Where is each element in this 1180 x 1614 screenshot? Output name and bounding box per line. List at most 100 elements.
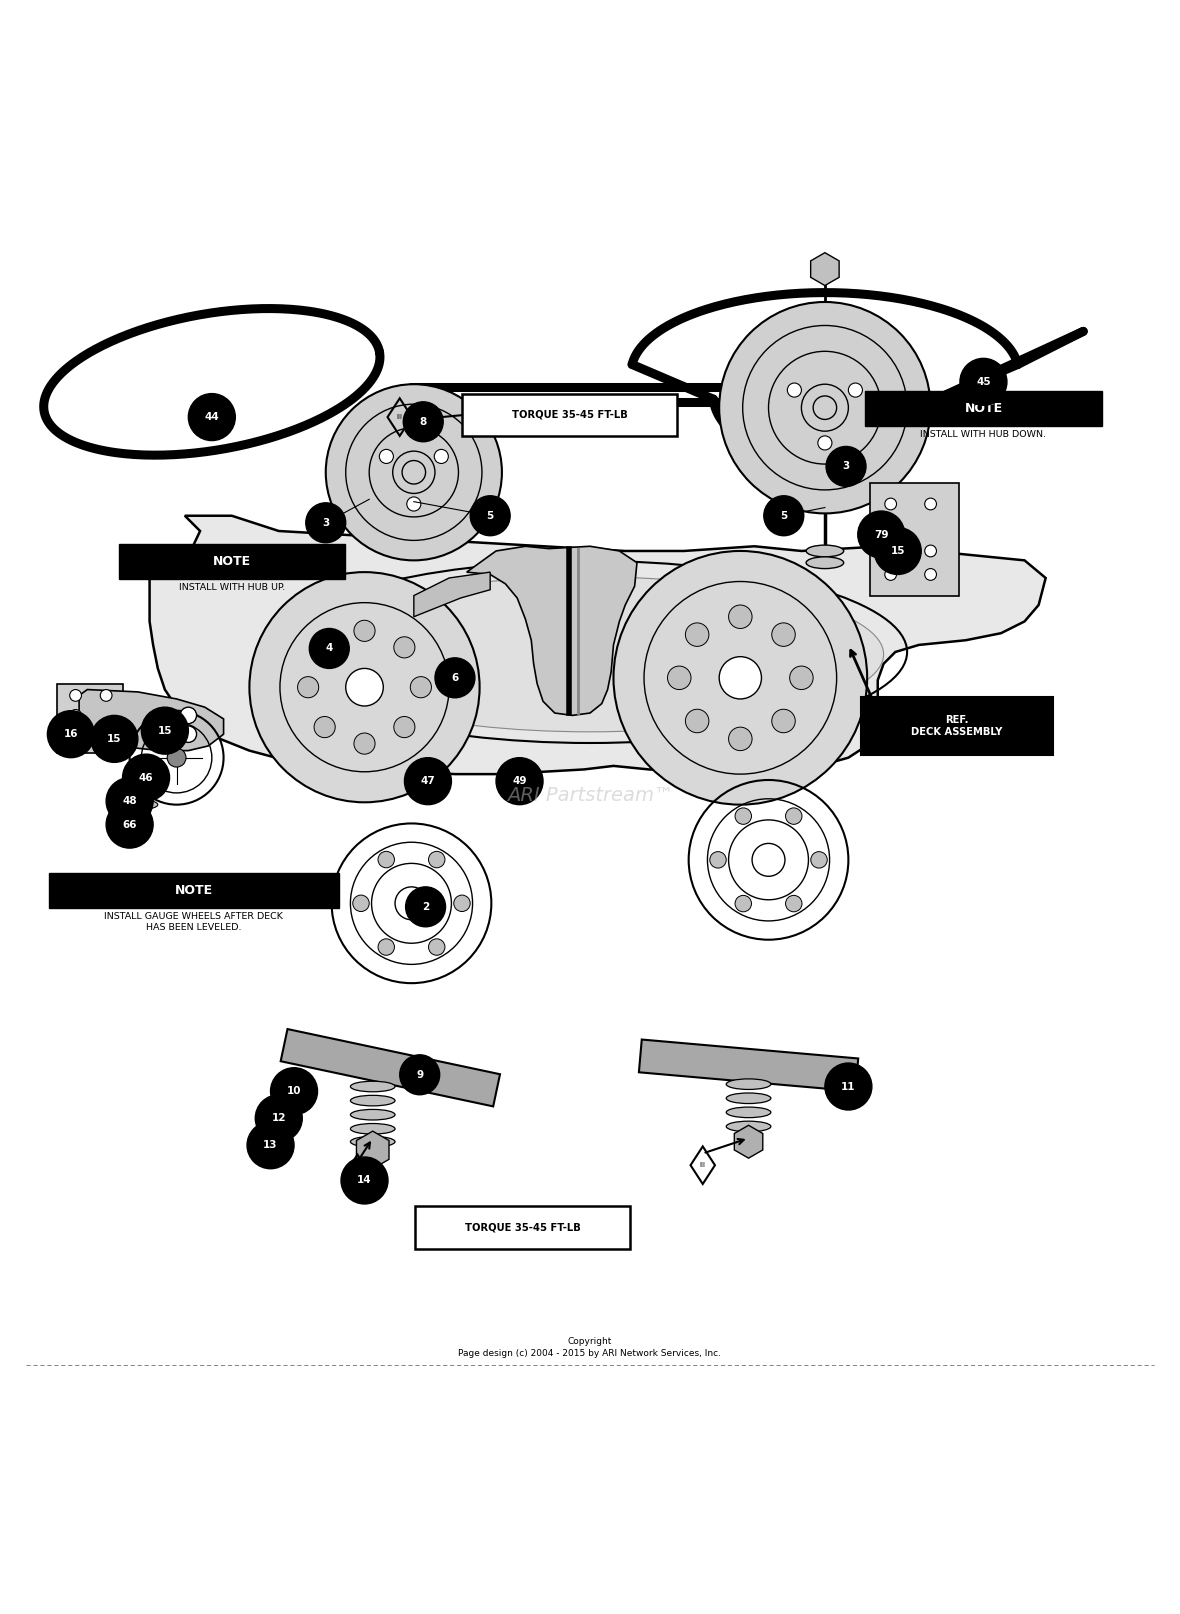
Circle shape — [811, 852, 827, 868]
Ellipse shape — [726, 1107, 771, 1117]
FancyBboxPatch shape — [861, 697, 1053, 755]
Circle shape — [786, 809, 802, 825]
Text: REF.
DECK ASSEMBLY: REF. DECK ASSEMBLY — [911, 715, 1003, 738]
Ellipse shape — [395, 610, 433, 621]
Text: 12: 12 — [271, 1114, 286, 1123]
Circle shape — [668, 667, 691, 689]
Ellipse shape — [125, 784, 158, 794]
Text: 11: 11 — [841, 1081, 855, 1091]
Text: 10: 10 — [287, 1086, 301, 1096]
Text: III: III — [700, 1162, 706, 1169]
Circle shape — [309, 628, 349, 668]
Text: 15: 15 — [107, 734, 122, 744]
Circle shape — [407, 497, 421, 512]
Text: 45: 45 — [976, 376, 991, 387]
Circle shape — [428, 939, 445, 955]
Text: Copyright
Page design (c) 2004 - 2015 by ARI Network Services, Inc.: Copyright Page design (c) 2004 - 2015 by… — [459, 1336, 721, 1357]
Polygon shape — [466, 546, 637, 715]
Circle shape — [719, 657, 761, 699]
Polygon shape — [150, 516, 1045, 775]
Circle shape — [818, 436, 832, 450]
Polygon shape — [281, 1030, 500, 1106]
Polygon shape — [414, 571, 490, 617]
Circle shape — [394, 717, 415, 738]
Circle shape — [181, 726, 197, 742]
Text: NOTE: NOTE — [175, 884, 212, 897]
Text: 4: 4 — [326, 644, 333, 654]
Circle shape — [326, 384, 502, 560]
Text: III: III — [396, 415, 402, 420]
Text: 15: 15 — [891, 546, 905, 555]
Circle shape — [885, 568, 897, 581]
Circle shape — [961, 358, 1007, 405]
Circle shape — [168, 749, 186, 767]
Circle shape — [404, 402, 444, 442]
Circle shape — [435, 659, 474, 697]
Circle shape — [735, 809, 752, 825]
Polygon shape — [79, 689, 223, 751]
Circle shape — [47, 710, 94, 757]
Circle shape — [787, 383, 801, 397]
Text: NOTE: NOTE — [964, 402, 1003, 415]
Circle shape — [142, 707, 189, 754]
Circle shape — [925, 499, 937, 510]
Circle shape — [848, 383, 863, 397]
Circle shape — [496, 757, 543, 805]
Text: TORQUE 35-45 FT-LB: TORQUE 35-45 FT-LB — [512, 410, 628, 420]
Circle shape — [70, 731, 81, 742]
Ellipse shape — [350, 1081, 395, 1091]
Text: 3: 3 — [322, 518, 329, 528]
Circle shape — [354, 733, 375, 754]
Ellipse shape — [726, 1078, 771, 1089]
FancyBboxPatch shape — [870, 483, 959, 596]
Circle shape — [341, 1157, 388, 1204]
Text: TORQUE 35-45 FT-LB: TORQUE 35-45 FT-LB — [465, 1222, 581, 1233]
Circle shape — [686, 709, 709, 733]
Circle shape — [772, 623, 795, 646]
Ellipse shape — [350, 1109, 395, 1120]
Circle shape — [123, 754, 170, 801]
FancyBboxPatch shape — [48, 873, 339, 909]
Circle shape — [925, 568, 937, 581]
Circle shape — [686, 623, 709, 646]
Ellipse shape — [350, 1096, 395, 1106]
Text: 2: 2 — [422, 902, 430, 912]
Circle shape — [106, 778, 153, 825]
Circle shape — [354, 620, 375, 641]
Circle shape — [434, 449, 448, 463]
Circle shape — [189, 394, 235, 441]
Circle shape — [394, 638, 415, 659]
Circle shape — [772, 709, 795, 733]
Circle shape — [249, 571, 479, 802]
Ellipse shape — [350, 1136, 395, 1148]
Text: 13: 13 — [263, 1139, 277, 1151]
Circle shape — [306, 504, 346, 542]
Circle shape — [406, 886, 446, 926]
Text: 14: 14 — [358, 1175, 372, 1185]
Text: 5: 5 — [780, 510, 787, 521]
Circle shape — [885, 521, 897, 533]
Circle shape — [100, 731, 112, 742]
Circle shape — [181, 707, 197, 723]
Text: INSTALL GAUGE WHEELS AFTER DECK
HAS BEEN LEVELED.: INSTALL GAUGE WHEELS AFTER DECK HAS BEEN… — [104, 912, 283, 933]
FancyBboxPatch shape — [119, 544, 345, 579]
Text: NOTE: NOTE — [212, 555, 251, 568]
Ellipse shape — [350, 1123, 395, 1135]
Text: 66: 66 — [123, 820, 137, 830]
Circle shape — [70, 710, 81, 721]
Text: 15: 15 — [158, 726, 172, 736]
Text: INSTALL WITH HUB DOWN.: INSTALL WITH HUB DOWN. — [920, 429, 1047, 439]
Circle shape — [405, 757, 452, 805]
FancyBboxPatch shape — [415, 1206, 630, 1249]
Circle shape — [106, 801, 153, 847]
Circle shape — [786, 896, 802, 912]
Circle shape — [400, 1056, 440, 1094]
Circle shape — [885, 499, 897, 510]
Text: 48: 48 — [123, 796, 137, 805]
Ellipse shape — [296, 576, 884, 731]
Polygon shape — [638, 1039, 858, 1091]
Circle shape — [395, 886, 428, 920]
Text: III: III — [354, 1170, 360, 1177]
Circle shape — [379, 449, 393, 463]
Circle shape — [728, 728, 752, 751]
